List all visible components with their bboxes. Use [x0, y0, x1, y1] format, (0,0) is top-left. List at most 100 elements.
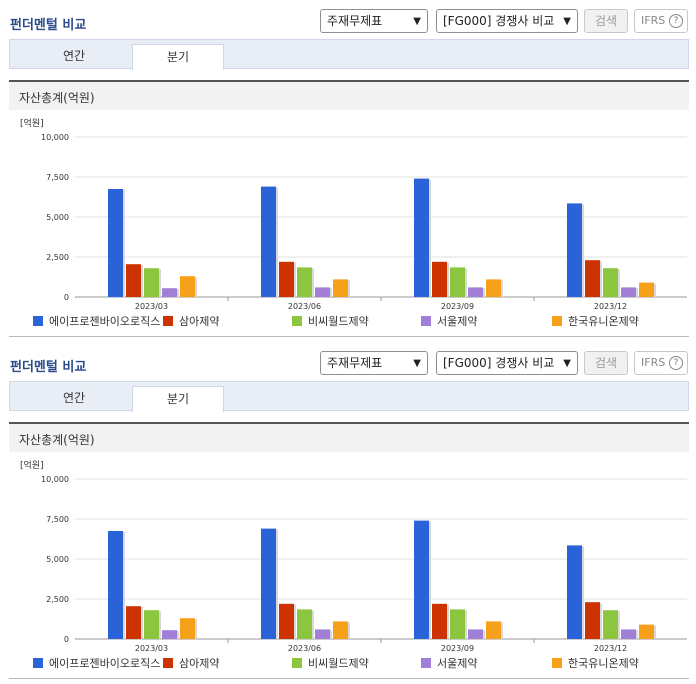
- bar: [333, 279, 348, 297]
- bar: [639, 624, 654, 639]
- bar: [567, 203, 582, 297]
- search-button[interactable]: 검색: [584, 351, 628, 375]
- bar-chart-svg: [억원] 10,000 7,500 5,000 2,500 0 2023/03 2023/06…: [20, 117, 687, 328]
- x-tick-label: 2023/03: [135, 302, 168, 311]
- bar: [315, 629, 330, 639]
- chevron-down-icon: ▼: [563, 358, 571, 369]
- help-icon: ?: [669, 14, 683, 28]
- chevron-down-icon: ▼: [413, 16, 421, 27]
- bar: [144, 610, 159, 639]
- legend-label: 삼아제약: [179, 314, 219, 328]
- help-icon: ?: [669, 356, 683, 370]
- tab-quarterly[interactable]: 분기: [132, 44, 224, 70]
- panel-header: 펀더멘털 비교 주재무제표 ▼ [FG000] 경쟁사 비교 ▼ 검색 IFRS…: [0, 0, 696, 38]
- legend-swatch: [421, 658, 431, 668]
- bar: [297, 609, 312, 639]
- legend-swatch: [163, 658, 173, 668]
- statement-type-value: 주재무제표: [327, 356, 383, 370]
- legend-label: 한국유니온제약: [568, 656, 639, 670]
- bar: [279, 603, 294, 639]
- bar: [315, 287, 330, 297]
- bar: [450, 267, 465, 297]
- ifrs-help-button[interactable]: IFRS ?: [634, 351, 688, 375]
- legend-label: 서울제약: [437, 314, 477, 328]
- y-tick-label: 0: [64, 293, 69, 302]
- bar-chart-svg: [억원] 10,000 7,500 5,000 2,500 0 2023/03 2023/06…: [20, 459, 687, 670]
- ifrs-label: IFRS: [641, 14, 666, 27]
- x-tick-label: 2023/09: [441, 644, 474, 653]
- panel-title: 펀더멘털 비교: [10, 18, 87, 33]
- bar-chart: [억원] 10,000 7,500 5,000 2,500 0 2023/03 2023/06…: [9, 454, 689, 678]
- bar: [279, 261, 294, 297]
- legend-label: 삼아제약: [179, 656, 219, 670]
- legend-swatch: [292, 316, 302, 326]
- legend-swatch: [552, 658, 562, 668]
- ifrs-label: IFRS: [641, 356, 666, 369]
- bar: [108, 531, 123, 639]
- bar: [180, 618, 195, 639]
- legend-swatch: [292, 658, 302, 668]
- section-title: 자산총계(억원): [19, 433, 95, 447]
- x-tick-label: 2023/06: [288, 302, 321, 311]
- bar: [585, 260, 600, 297]
- ifrs-help-button[interactable]: IFRS ?: [634, 9, 688, 33]
- divider: [9, 336, 689, 337]
- bar: [180, 276, 195, 297]
- bar: [333, 621, 348, 639]
- bar-chart: [억원] 10,000 7,500 5,000 2,500 0 2023/03 2023/06…: [9, 112, 689, 336]
- y-tick-label: 2,500: [46, 595, 69, 604]
- x-tick-label: 2023/12: [594, 644, 627, 653]
- peer-group-select[interactable]: [FG000] 경쟁사 비교 ▼: [436, 351, 578, 375]
- bar: [639, 282, 654, 297]
- unit-label: [억원]: [20, 117, 44, 129]
- y-tick-label: 5,000: [46, 213, 69, 222]
- legend-swatch: [33, 658, 43, 668]
- legend-label: 에이프로젠바이오로직스: [49, 657, 160, 670]
- section-title: 자산총계(억원): [19, 91, 95, 105]
- period-tabs: 연간 분기: [9, 381, 689, 412]
- y-tick-label: 7,500: [46, 515, 69, 524]
- x-tick-label: 2023/06: [288, 644, 321, 653]
- y-tick-label: 2,500: [46, 253, 69, 262]
- bar: [162, 288, 177, 297]
- bar: [468, 629, 483, 639]
- bar: [414, 178, 429, 297]
- legend-label: 서울제약: [437, 656, 477, 670]
- bar: [621, 629, 636, 639]
- y-tick-label: 7,500: [46, 173, 69, 182]
- bar: [414, 520, 429, 639]
- legend-swatch: [552, 316, 562, 326]
- y-tick-label: 0: [64, 635, 69, 644]
- tab-annual[interactable]: 연간: [62, 391, 86, 405]
- legend-swatch: [163, 316, 173, 326]
- bar: [126, 264, 141, 297]
- y-tick-label: 10,000: [41, 475, 69, 484]
- bar: [567, 545, 582, 639]
- x-tick-label: 2023/12: [594, 302, 627, 311]
- section-header: 자산총계(억원): [9, 422, 689, 452]
- chevron-down-icon: ▼: [563, 16, 571, 27]
- search-button[interactable]: 검색: [584, 9, 628, 33]
- peer-group-value: [FG000] 경쟁사 비교: [443, 14, 555, 28]
- bar: [297, 267, 312, 297]
- peer-group-select[interactable]: [FG000] 경쟁사 비교 ▼: [436, 9, 578, 33]
- bar: [432, 603, 447, 639]
- statement-type-select[interactable]: 주재무제표 ▼: [320, 351, 428, 375]
- statement-type-select[interactable]: 주재무제표 ▼: [320, 9, 428, 33]
- bar: [585, 602, 600, 639]
- panel-title: 펀더멘털 비교: [10, 360, 87, 375]
- statement-type-value: 주재무제표: [327, 14, 383, 28]
- chevron-down-icon: ▼: [413, 358, 421, 369]
- tab-annual[interactable]: 연간: [62, 49, 86, 63]
- y-tick-label: 10,000: [41, 133, 69, 142]
- tab-quarterly[interactable]: 분기: [132, 386, 224, 412]
- panel-header: 펀더멘털 비교 주재무제표 ▼ [FG000] 경쟁사 비교 ▼ 검색 IFRS…: [0, 342, 696, 380]
- legend-label: 비씨월드제약: [308, 314, 369, 328]
- legend-label: 한국유니온제약: [568, 314, 639, 328]
- bar: [603, 268, 618, 297]
- bar: [126, 606, 141, 639]
- bar: [486, 621, 501, 639]
- legend-label: 에이프로젠바이오로직스: [49, 315, 160, 328]
- bar: [603, 610, 618, 639]
- period-tabs: 연간 분기: [9, 39, 689, 70]
